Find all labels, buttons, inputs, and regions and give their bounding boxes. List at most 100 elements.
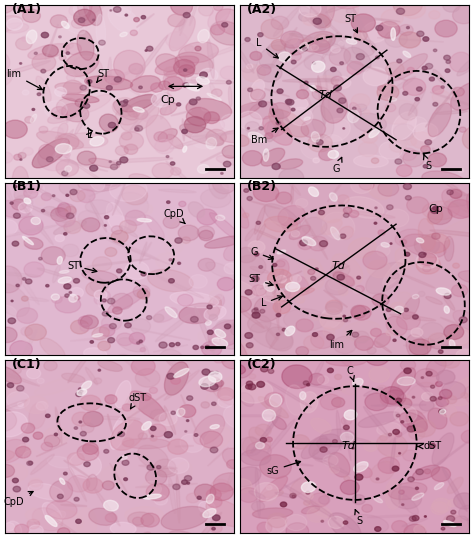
Ellipse shape (0, 408, 17, 431)
Circle shape (433, 206, 438, 210)
Ellipse shape (447, 477, 463, 493)
Ellipse shape (324, 66, 330, 110)
Ellipse shape (32, 138, 69, 168)
Ellipse shape (208, 447, 228, 466)
Circle shape (112, 97, 137, 116)
Circle shape (233, 479, 252, 493)
Ellipse shape (56, 98, 80, 116)
Circle shape (319, 495, 330, 504)
Ellipse shape (303, 78, 351, 81)
Ellipse shape (353, 211, 395, 218)
Circle shape (130, 318, 151, 334)
Circle shape (429, 77, 435, 81)
Ellipse shape (393, 0, 422, 16)
Circle shape (215, 320, 237, 336)
Circle shape (338, 288, 348, 295)
Circle shape (444, 55, 450, 60)
Circle shape (354, 31, 367, 41)
Ellipse shape (253, 184, 279, 202)
Circle shape (23, 147, 33, 155)
Circle shape (407, 67, 414, 73)
Ellipse shape (426, 296, 442, 305)
Circle shape (131, 357, 155, 376)
Ellipse shape (112, 349, 150, 381)
Text: (A2): (A2) (247, 3, 277, 16)
Ellipse shape (137, 445, 168, 469)
Circle shape (323, 455, 338, 466)
Circle shape (159, 412, 177, 426)
Circle shape (73, 9, 95, 26)
Circle shape (424, 469, 431, 474)
Ellipse shape (171, 110, 191, 116)
Ellipse shape (119, 456, 127, 460)
Ellipse shape (199, 501, 215, 514)
Circle shape (109, 161, 111, 162)
Circle shape (32, 53, 56, 72)
Ellipse shape (120, 100, 159, 132)
Ellipse shape (395, 229, 423, 246)
Ellipse shape (175, 462, 192, 483)
Ellipse shape (334, 76, 351, 89)
Circle shape (212, 515, 220, 521)
Ellipse shape (0, 400, 27, 412)
Ellipse shape (377, 422, 401, 436)
Circle shape (129, 63, 143, 74)
Circle shape (385, 62, 404, 76)
Ellipse shape (347, 61, 364, 75)
Circle shape (413, 420, 436, 437)
Ellipse shape (208, 3, 230, 29)
Circle shape (323, 327, 335, 336)
Circle shape (271, 16, 289, 30)
Circle shape (212, 527, 215, 530)
Circle shape (291, 230, 300, 237)
Circle shape (365, 393, 388, 410)
Circle shape (417, 87, 422, 91)
Circle shape (334, 85, 341, 91)
Circle shape (10, 202, 13, 204)
Ellipse shape (350, 61, 407, 81)
Ellipse shape (122, 185, 147, 205)
Circle shape (386, 308, 391, 312)
Circle shape (193, 383, 202, 389)
Circle shape (343, 315, 346, 317)
Circle shape (420, 322, 444, 340)
Circle shape (220, 66, 238, 80)
Ellipse shape (47, 456, 73, 468)
Ellipse shape (406, 334, 428, 362)
Ellipse shape (430, 230, 474, 238)
Ellipse shape (24, 198, 31, 204)
Ellipse shape (250, 266, 269, 273)
Ellipse shape (390, 368, 416, 398)
Ellipse shape (66, 96, 85, 123)
Circle shape (437, 370, 455, 384)
Circle shape (395, 159, 402, 164)
Circle shape (64, 284, 71, 289)
Ellipse shape (170, 131, 233, 149)
Ellipse shape (5, 521, 22, 538)
Circle shape (304, 500, 310, 505)
Circle shape (245, 290, 252, 295)
Ellipse shape (165, 72, 172, 114)
Circle shape (453, 263, 459, 268)
Circle shape (59, 55, 66, 60)
Circle shape (356, 54, 365, 60)
Ellipse shape (371, 404, 426, 406)
Circle shape (362, 505, 372, 512)
Circle shape (8, 318, 16, 324)
Ellipse shape (0, 353, 4, 381)
Ellipse shape (271, 267, 283, 302)
Ellipse shape (130, 76, 160, 93)
Ellipse shape (212, 278, 256, 300)
Text: dST: dST (418, 442, 442, 451)
Circle shape (90, 279, 108, 292)
Ellipse shape (384, 76, 416, 97)
Circle shape (388, 434, 392, 436)
Circle shape (461, 393, 468, 398)
Ellipse shape (157, 468, 177, 477)
Ellipse shape (108, 158, 173, 162)
Ellipse shape (161, 97, 169, 119)
Circle shape (384, 455, 396, 464)
Circle shape (313, 448, 331, 462)
Circle shape (18, 152, 26, 159)
Ellipse shape (85, 367, 98, 385)
